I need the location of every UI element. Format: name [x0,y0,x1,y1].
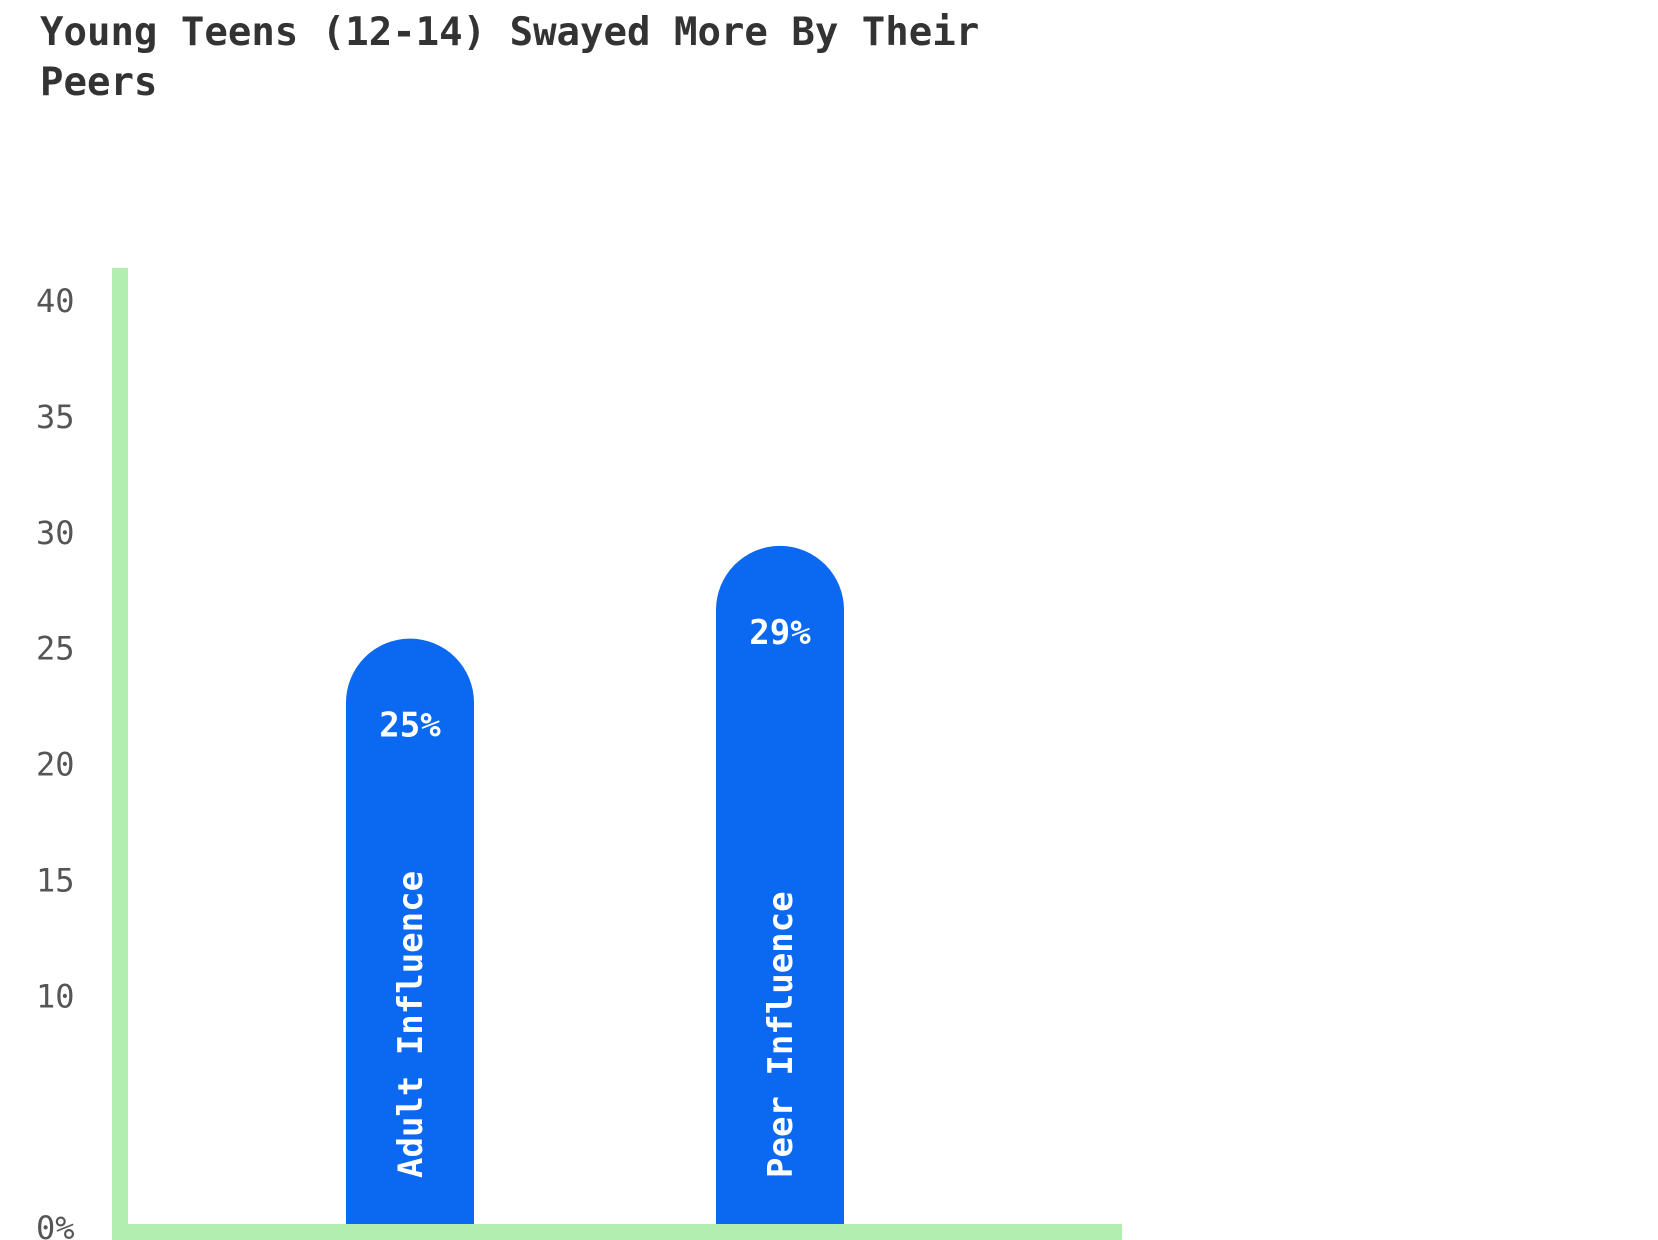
y-tick-label: 40 [36,282,75,320]
bar-value-label: 25% [379,706,441,746]
bar-value-label: 29% [749,613,811,653]
y-axis-ticks: 0% 10 15 20 25 30 35 40 [36,282,75,1240]
chart-title: Young Teens (12-14) Swayed More By Their… [40,10,980,105]
y-axis-line [112,268,128,1240]
bar-category-label: Peer Influence [761,891,801,1178]
y-tick-label: 15 [36,861,75,899]
y-tick-label: 30 [36,514,75,552]
bar [716,545,844,1226]
bar-category-label: Adult Influence [391,871,431,1178]
y-tick-label: 35 [36,398,75,436]
y-tick-label: 10 [36,977,75,1015]
y-tick-label: 0% [36,1209,75,1240]
y-tick-label: 20 [36,746,75,784]
bars: 25% Adult Influence 29% Peer Influence [346,545,844,1226]
y-tick-label: 25 [36,630,75,668]
bar [346,638,474,1226]
x-axis-line [112,1224,1122,1240]
